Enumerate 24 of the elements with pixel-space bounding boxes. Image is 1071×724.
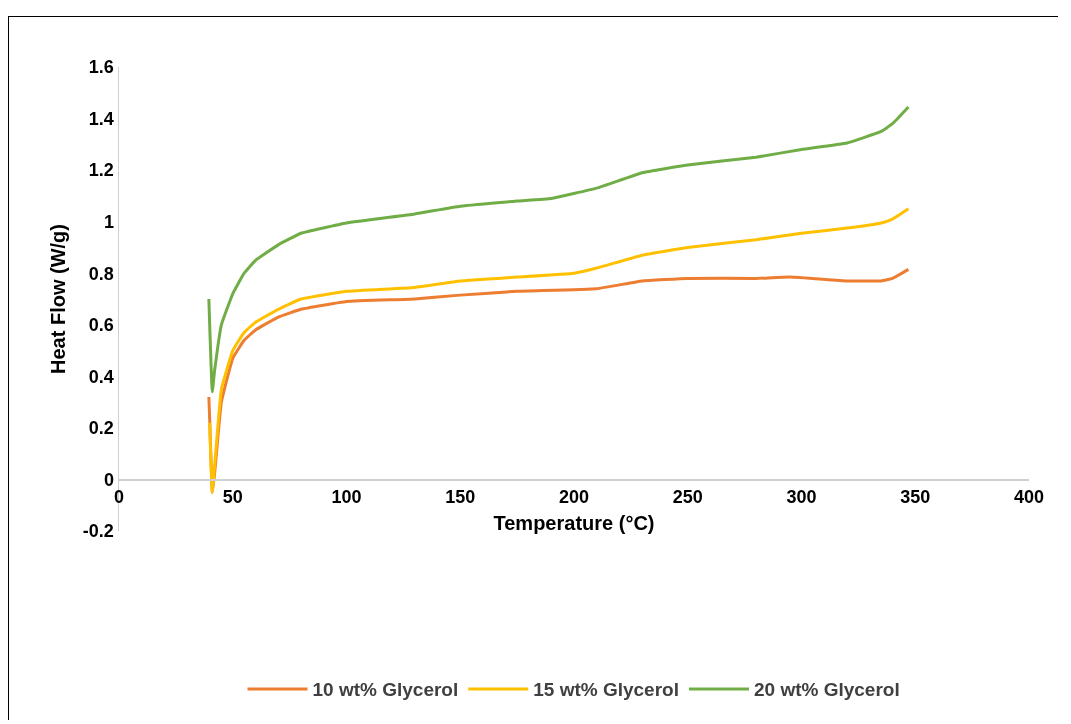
y-tick-label: 0.6 <box>88 315 114 336</box>
y-tick-label: 1 <box>103 211 114 232</box>
y-axis-title: Heat Flow (W/g) <box>46 224 69 374</box>
y-tick-label: 0.4 <box>88 366 114 387</box>
x-tick-label: 200 <box>558 486 590 507</box>
y-tick-label: 1.2 <box>88 160 114 181</box>
x-tick-label: 100 <box>331 486 362 507</box>
y-tick-label: 1.6 <box>88 57 114 78</box>
x-tick-label: 400 <box>1013 486 1045 507</box>
legend-label: 20 wt% Glycerol <box>753 679 900 701</box>
y-tick-label: -0.2 <box>82 521 114 542</box>
x-tick-label: 150 <box>445 486 476 507</box>
legend-label: 15 wt% Glycerol <box>533 679 679 701</box>
x-tick-label: 300 <box>786 486 817 507</box>
x-tick-label: 250 <box>672 486 703 507</box>
y-tick-label: 0 <box>103 469 114 490</box>
x-tick-label: 350 <box>900 486 931 507</box>
x-tick-label: 50 <box>222 486 243 507</box>
y-tick-label: 0.2 <box>88 418 114 439</box>
line-series <box>207 105 910 394</box>
legend-label: 10 wt% Glycerol <box>312 679 459 701</box>
y-tick-label: 1.4 <box>88 108 114 129</box>
x-axis-title: Temperature (°C) <box>493 511 655 534</box>
y-tick-label: 0.8 <box>88 263 114 284</box>
